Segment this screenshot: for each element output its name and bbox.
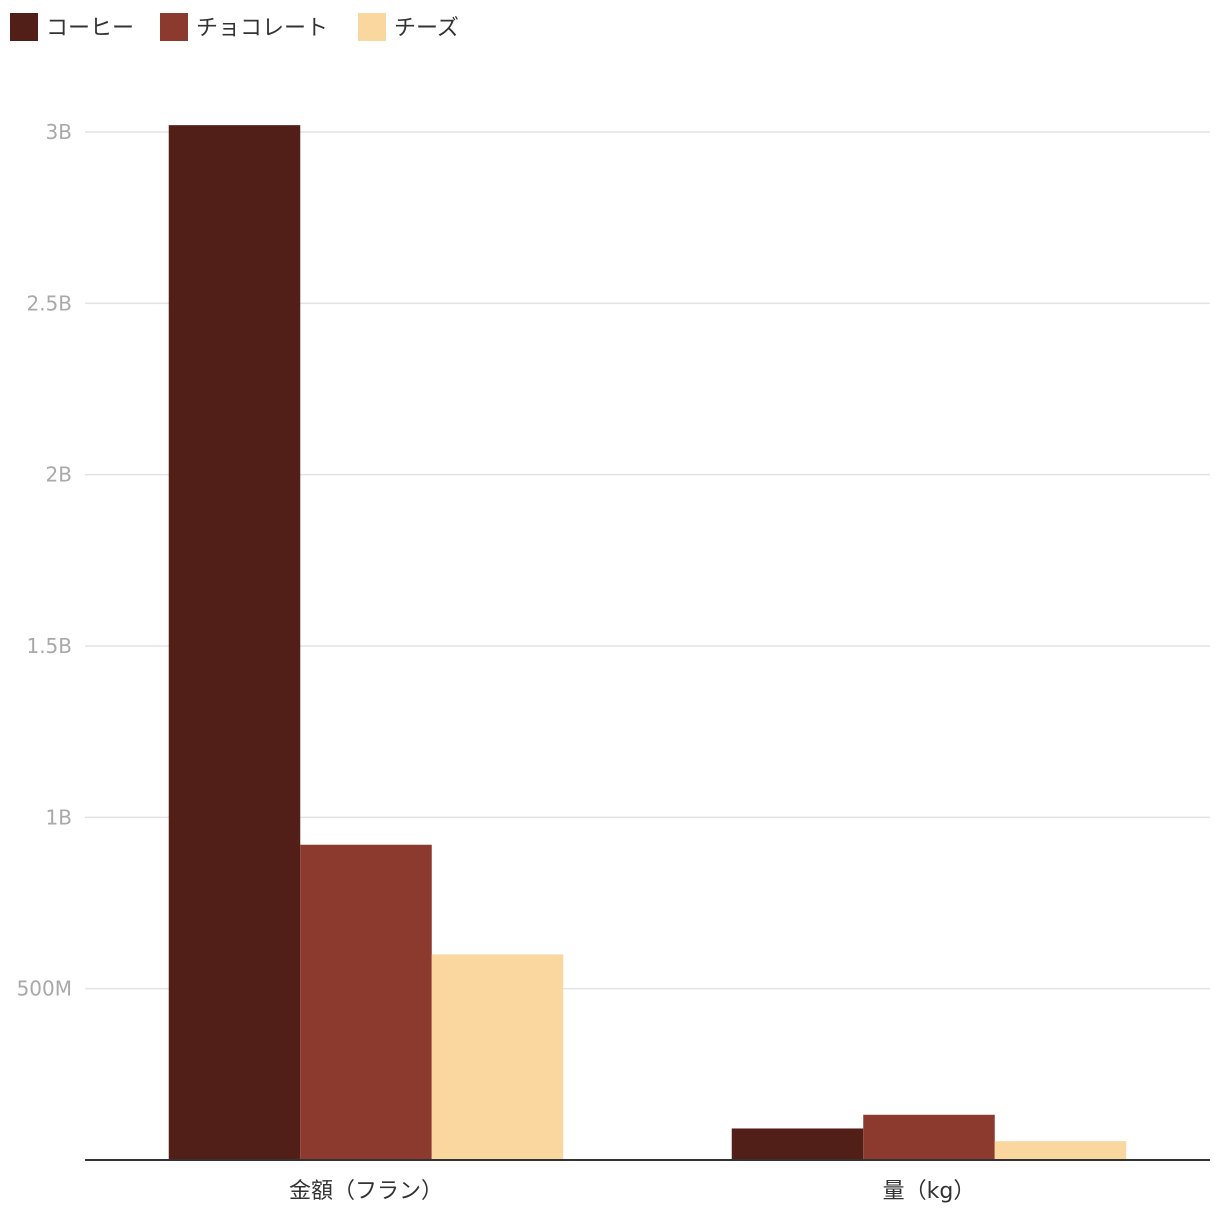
legend-swatch (10, 13, 38, 41)
y-tick-label: 1.5B (26, 634, 72, 658)
bar (168, 125, 301, 1160)
legend-swatch (358, 13, 386, 41)
legend-swatch (160, 13, 188, 41)
x-tick-label: 金額（フラン） (289, 1179, 443, 1204)
x-axis-labels: 金額（フラン） 量（kg） (289, 1179, 975, 1204)
legend-label: コーヒー (46, 16, 134, 41)
y-tick-label: 2.5B (26, 291, 72, 315)
x-tick-label: 量（kg） (883, 1179, 976, 1204)
bar (994, 1141, 1127, 1160)
legend-label: チーズ (394, 16, 459, 41)
y-tick-label: 2B (46, 463, 72, 487)
legend: コーヒー チョコレート チーズ (10, 13, 459, 41)
legend-label: チョコレート (196, 16, 328, 41)
y-tick-label: 3B (46, 120, 72, 144)
bar (300, 844, 432, 1160)
bar (431, 954, 564, 1160)
bars (168, 125, 1127, 1160)
bar (731, 1128, 864, 1160)
y-tick-label: 1B (46, 805, 72, 829)
y-axis-ticks: 500M 1B 1.5B 2B 2.5B 3B (17, 120, 72, 1001)
y-tick-label: 500M (17, 977, 72, 1001)
bar (863, 1114, 995, 1160)
